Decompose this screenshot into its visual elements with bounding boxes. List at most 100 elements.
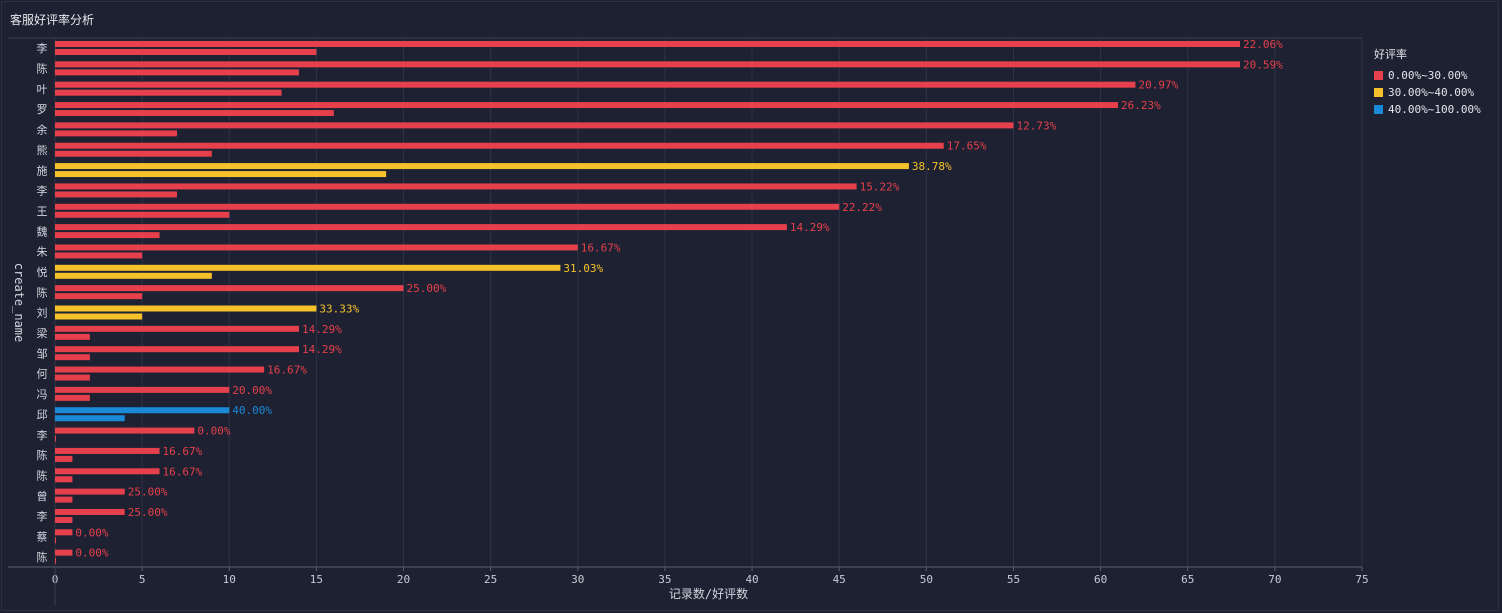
category-label: 李 (37, 509, 48, 523)
category-label: 刘 (37, 307, 48, 320)
category-label: 余 (37, 123, 48, 137)
bar-good (55, 272, 212, 279)
rate-data-label: 25.00% (128, 486, 168, 499)
category-label: 陈 (37, 285, 48, 299)
bar-records (55, 81, 1136, 88)
legend-label-high: 40.00%~100.00% (1388, 103, 1481, 116)
bar-records (55, 285, 404, 292)
rate-data-label: 20.00% (232, 384, 272, 397)
bar-records (55, 346, 299, 353)
bar-good (55, 69, 299, 76)
category-label: 叶 (37, 83, 48, 96)
bar-records (55, 508, 125, 515)
category-label: 李 (37, 428, 48, 442)
legend-item-high[interactable]: 40.00%~100.00% (1374, 101, 1481, 118)
rate-data-label: 14.29% (302, 323, 342, 336)
x-tick-label: 30 (571, 573, 584, 586)
bar-records (55, 305, 317, 312)
bar-records (55, 41, 1241, 47)
bar-good (55, 293, 143, 300)
bar-records (55, 468, 160, 475)
rate-data-label: 40.00% (232, 404, 272, 417)
bar-good (55, 557, 56, 564)
bar-good (55, 232, 160, 239)
rate-data-label: 33.33% (319, 303, 359, 316)
category-label: 邹 (37, 347, 48, 360)
y-axis-title: create_name (12, 263, 26, 342)
bar-good (55, 49, 317, 55)
rate-data-label: 16.67% (267, 364, 307, 377)
category-label: 罗 (37, 103, 48, 116)
rate-data-label: 14.29% (302, 343, 342, 356)
bar-records (55, 102, 1119, 109)
category-label: 陈 (37, 448, 48, 462)
rate-data-label: 22.06% (1243, 38, 1283, 51)
bar-records (55, 407, 230, 414)
bar-good (55, 415, 125, 422)
bar-good (55, 374, 90, 381)
bar-good (55, 354, 90, 361)
bar-records (55, 447, 160, 454)
rate-data-label: 14.29% (790, 221, 830, 234)
rate-data-label: 15.22% (860, 180, 900, 193)
bar-records (55, 183, 857, 190)
bar-records (55, 203, 840, 210)
legend-label-mid: 30.00%~40.00% (1388, 86, 1475, 99)
x-tick-label: 45 (833, 573, 846, 586)
rate-data-label: 20.59% (1243, 58, 1283, 71)
x-tick-label: 35 (658, 573, 671, 586)
bar-good (55, 313, 143, 320)
bar-good (55, 89, 282, 96)
bar-records (55, 244, 578, 251)
bar-good (55, 537, 56, 544)
legend-swatch-mid (1374, 88, 1383, 97)
rate-data-label: 12.73% (1016, 119, 1056, 132)
x-tick-label: 40 (745, 573, 758, 586)
bar-good (55, 171, 387, 178)
bar-good (55, 496, 73, 503)
category-label: 陈 (37, 468, 48, 482)
rate-data-label: 25.00% (407, 282, 447, 295)
legend: 好评率 0.00%~30.00% 30.00%~40.00% 40.00%~10… (1374, 46, 1481, 118)
bar-records (55, 61, 1241, 68)
x-tick-label: 25 (484, 573, 497, 586)
x-tick-label: 15 (310, 573, 323, 586)
plot-frame (54, 37, 1363, 568)
bar-good (55, 211, 230, 218)
bar-good (55, 150, 212, 157)
x-tick-label: 20 (397, 573, 410, 586)
bar-good (55, 191, 177, 198)
rate-data-label: 31.03% (563, 262, 603, 275)
bar-records (55, 549, 73, 556)
bar-records (55, 529, 73, 536)
x-tick-label: 5 (139, 573, 146, 586)
x-tick-label: 55 (1007, 573, 1020, 586)
rate-data-label: 0.00% (75, 547, 108, 560)
rate-data-label: 26.23% (1121, 99, 1161, 112)
legend-item-mid[interactable]: 30.00%~40.00% (1374, 84, 1481, 101)
legend-item-low[interactable]: 0.00%~30.00% (1374, 67, 1481, 84)
rate-data-label: 16.67% (163, 445, 203, 458)
bar-records (55, 325, 299, 332)
rate-data-label: 25.00% (128, 506, 168, 519)
bar-records (55, 142, 944, 149)
category-label: 陈 (37, 62, 48, 76)
category-label: 悦 (37, 265, 48, 279)
x-tick-label: 65 (1181, 573, 1194, 586)
category-label: 梁 (37, 326, 48, 340)
category-label: 王 (37, 205, 48, 218)
bar-good (55, 516, 73, 523)
category-label: 何 (37, 368, 48, 381)
bar-good (55, 394, 90, 401)
bar-good (55, 435, 56, 442)
category-label: 冯 (37, 388, 48, 401)
legend-swatch-high (1374, 105, 1383, 114)
category-label: 施 (37, 164, 48, 177)
rate-data-label: 17.65% (947, 140, 987, 153)
category-label: 李 (37, 184, 48, 198)
rate-data-label: 0.00% (75, 526, 108, 539)
category-label: 陈 (37, 550, 48, 564)
bar-records (55, 366, 265, 373)
rate-data-label: 22.22% (842, 201, 882, 214)
